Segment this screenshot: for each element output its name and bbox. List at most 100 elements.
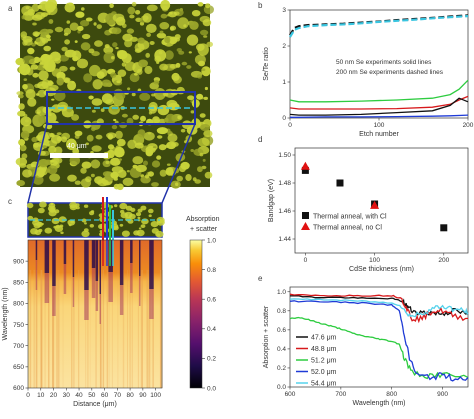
grain (16, 180, 26, 187)
grain (202, 19, 212, 27)
x-tick-label: 40 (75, 392, 83, 399)
grain (80, 42, 91, 51)
grain (156, 155, 162, 160)
grain (45, 1, 52, 9)
grain (203, 129, 213, 138)
grain (94, 40, 103, 47)
grain (110, 157, 121, 166)
grain (174, 11, 180, 16)
panel-letter-a: a (8, 4, 13, 13)
grain (90, 210, 95, 213)
grain (61, 132, 70, 140)
heatmap-streak (152, 270, 154, 388)
grain (152, 116, 160, 125)
grain (191, 10, 201, 17)
grain (175, 62, 181, 68)
grain (149, 41, 155, 45)
data-point-square (440, 224, 448, 232)
grain (137, 216, 141, 220)
grain (85, 17, 93, 22)
grain (88, 95, 94, 100)
grain (20, 31, 28, 39)
grain (56, 77, 64, 86)
legend-label: 48.8 μm (311, 346, 337, 353)
x-tick-label: 70 (114, 392, 122, 399)
heatmap-dark-column-fade (72, 277, 75, 307)
legend-label: 47.6 μm (311, 335, 337, 342)
series-line-e-2 (289, 316, 469, 380)
grain (145, 23, 157, 33)
plot-frame (294, 147, 469, 254)
heatmap-dark-column-fade (119, 285, 124, 315)
heatmap-streak (29, 270, 32, 388)
heatmap-dark-column-fade (99, 294, 101, 324)
grain (18, 94, 24, 99)
grain (102, 171, 112, 177)
grain (91, 109, 96, 113)
grain (80, 167, 87, 174)
colorbar: 1.0 0.8 0.6 0.4 0.2 0.0 (189, 237, 216, 392)
colorbar-tick-label: 0.6 (207, 297, 216, 304)
grain (148, 104, 158, 114)
heatmap-streak (56, 270, 58, 388)
grain (20, 116, 32, 127)
grain (80, 20, 90, 27)
grain (205, 3, 211, 9)
heatmap-streak (106, 270, 108, 388)
grain (15, 57, 25, 66)
grain (47, 80, 54, 86)
grain (124, 39, 133, 48)
heatmap-streak (62, 270, 64, 388)
grain (48, 19, 54, 24)
grain (157, 104, 170, 116)
grain (41, 223, 44, 225)
heatmap-streak (131, 270, 133, 388)
grain (120, 212, 128, 219)
grain (54, 146, 63, 155)
grain (169, 25, 177, 31)
grain (200, 124, 211, 132)
grain (117, 69, 127, 77)
grain (138, 59, 149, 68)
grain (47, 38, 51, 42)
heatmap-streak (122, 270, 125, 388)
micrograph: 40 μm (15, 0, 214, 191)
grain (111, 27, 122, 35)
grain (27, 8, 35, 16)
colorbar-gradient (189, 239, 203, 389)
grain (175, 182, 179, 186)
grain (22, 55, 35, 64)
y-tick-label: 1 (282, 79, 286, 86)
grain (140, 224, 146, 229)
y-tick-label: 0.2 (277, 365, 286, 372)
x-tick-label: 0 (288, 122, 292, 129)
grain (96, 71, 105, 79)
chart-e: 600 700 800 900 0.0 0.2 0.4 0.6 0.8 1.0 Wavelength… (263, 286, 469, 407)
grain (107, 144, 115, 150)
grain (69, 66, 76, 71)
grain (44, 227, 53, 234)
grain (45, 112, 57, 124)
heatmap-streak (85, 270, 87, 388)
grain (45, 29, 53, 34)
micrograph-grains (15, 0, 214, 191)
heatmap-dark-column (44, 240, 50, 273)
grain (112, 42, 118, 48)
grain (125, 205, 133, 211)
panel-letter-e: e (258, 274, 263, 283)
y-tick-label: 0.4 (277, 346, 286, 353)
grain (83, 73, 93, 83)
grain (55, 224, 61, 229)
grain (166, 99, 178, 108)
grain (88, 48, 95, 54)
grain (33, 142, 40, 148)
grain (148, 214, 152, 217)
heatmap-streak (95, 270, 97, 388)
grain (196, 93, 204, 100)
series-line-e-4 (289, 298, 469, 318)
grain (153, 80, 160, 85)
y-tick-label: 0.8 (277, 308, 286, 315)
grain (32, 219, 40, 226)
grain (156, 233, 161, 237)
